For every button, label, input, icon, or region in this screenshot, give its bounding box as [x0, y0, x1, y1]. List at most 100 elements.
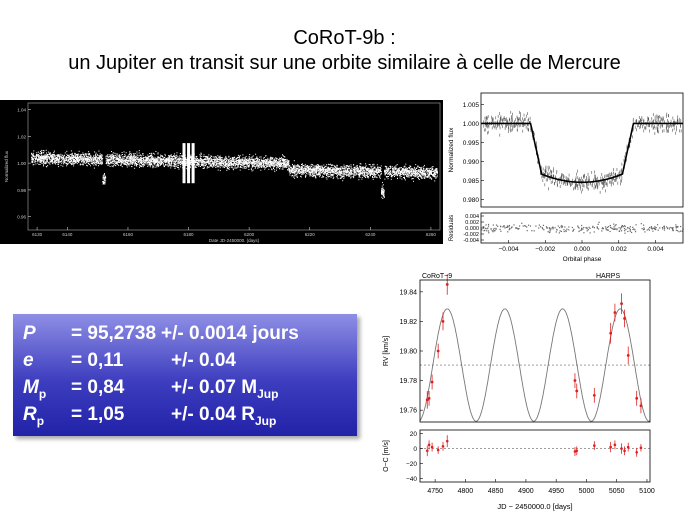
flux-point — [249, 158, 250, 160]
flux-point — [216, 165, 218, 167]
flux-point — [372, 174, 374, 176]
flux-point — [344, 167, 346, 169]
flux-point — [54, 162, 56, 164]
flux-point — [434, 175, 436, 177]
flux-point — [353, 164, 355, 166]
flux-point — [306, 171, 308, 173]
flux-point — [139, 158, 141, 160]
flux-point — [134, 163, 136, 165]
flux-point — [98, 161, 99, 163]
flux-point — [200, 166, 201, 167]
flux-point — [113, 159, 115, 161]
flux-point — [146, 156, 148, 158]
flux-point — [95, 155, 97, 157]
flux-point — [387, 170, 389, 172]
flux-point — [286, 165, 288, 167]
flux-point — [283, 156, 285, 157]
flux-point — [139, 165, 141, 167]
flux-point — [245, 166, 247, 167]
flux-point — [93, 157, 95, 159]
flux-point — [129, 152, 131, 154]
flux-point — [102, 174, 104, 176]
flux-point — [315, 167, 317, 169]
flux-point — [422, 169, 424, 171]
flux-point — [235, 158, 237, 160]
flux-point — [231, 159, 233, 161]
flux-point — [274, 159, 276, 161]
flux-point — [146, 159, 148, 161]
flux-point — [412, 169, 413, 171]
flux-point — [153, 156, 155, 158]
flux-point — [54, 154, 55, 156]
flux-point — [253, 164, 255, 166]
flux-point — [207, 160, 209, 162]
flux-point — [413, 166, 415, 168]
flux-point — [95, 159, 97, 161]
flux-point — [239, 155, 241, 157]
flux-point — [244, 159, 246, 161]
flux-point — [129, 155, 131, 157]
flux-point — [315, 167, 317, 169]
flux-point — [292, 168, 294, 170]
flux-point — [302, 171, 304, 173]
flux-point — [395, 171, 397, 173]
flux-point — [202, 161, 204, 163]
flux-point — [168, 163, 170, 165]
flux-point — [323, 164, 325, 166]
flux-point — [53, 151, 55, 153]
flux-point — [323, 172, 325, 174]
flux-point — [133, 162, 135, 164]
flux-point — [197, 160, 199, 161]
flux-point — [318, 168, 320, 170]
flux-point — [71, 162, 73, 164]
flux-point — [58, 155, 60, 157]
flux-point — [408, 175, 410, 177]
flux-point — [120, 162, 122, 164]
flux-point — [199, 161, 201, 163]
flux-point — [115, 158, 117, 160]
flux-point — [343, 170, 345, 172]
flux-point — [340, 177, 342, 179]
flux-point — [51, 159, 53, 161]
flux-point — [189, 159, 191, 161]
flux-point — [31, 161, 33, 163]
flux-point — [134, 155, 136, 157]
flux-point — [195, 161, 197, 163]
flux-point — [411, 178, 413, 180]
flux-point — [123, 158, 125, 160]
flux-point — [396, 171, 398, 173]
flux-point — [338, 173, 340, 175]
flux-point — [166, 164, 168, 166]
flux-point — [317, 173, 319, 175]
flux-point — [180, 155, 182, 157]
flux-point — [166, 161, 167, 163]
flux-point — [185, 157, 187, 159]
flux-point — [407, 169, 409, 171]
flux-point — [251, 165, 253, 167]
flux-point — [169, 161, 171, 163]
flux-point — [323, 167, 325, 168]
flux-point — [389, 165, 391, 167]
flux-point — [375, 171, 377, 173]
flux-point — [279, 157, 280, 159]
flux-point — [196, 159, 198, 161]
flux-point — [405, 169, 407, 170]
flux-point — [116, 155, 118, 157]
flux-point — [263, 166, 265, 167]
flux-point — [399, 173, 401, 174]
flux-point — [259, 161, 261, 163]
flux-point — [378, 174, 380, 176]
flux-point — [211, 160, 213, 162]
flux-point — [137, 157, 139, 159]
flux-point — [52, 159, 54, 161]
flux-point — [38, 158, 40, 160]
flux-point — [267, 162, 269, 164]
flux-point — [153, 159, 155, 161]
flux-point — [368, 177, 370, 179]
flux-point — [201, 159, 203, 161]
flux-point — [288, 162, 290, 164]
flux-point — [386, 176, 388, 178]
flux-point — [364, 168, 366, 170]
flux-point — [91, 159, 93, 161]
flux-point — [203, 160, 204, 162]
